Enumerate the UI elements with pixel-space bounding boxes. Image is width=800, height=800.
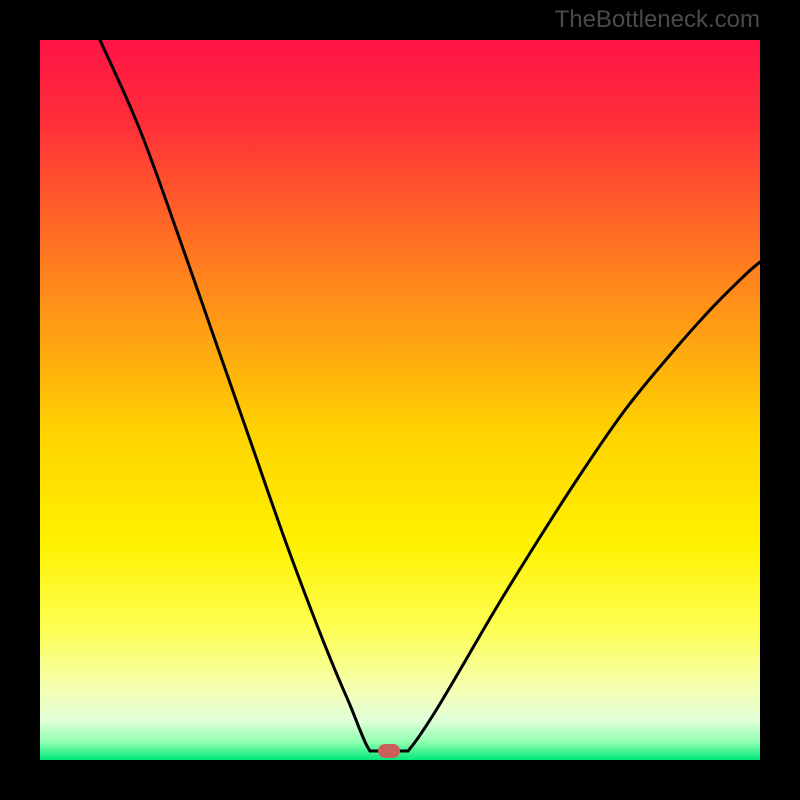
watermark-text: TheBottleneck.com bbox=[555, 6, 760, 34]
plot-area bbox=[40, 40, 760, 760]
chart-frame: TheBottleneck.com bbox=[0, 0, 800, 800]
bottleneck-curve bbox=[40, 40, 760, 760]
minimum-marker bbox=[378, 744, 400, 758]
